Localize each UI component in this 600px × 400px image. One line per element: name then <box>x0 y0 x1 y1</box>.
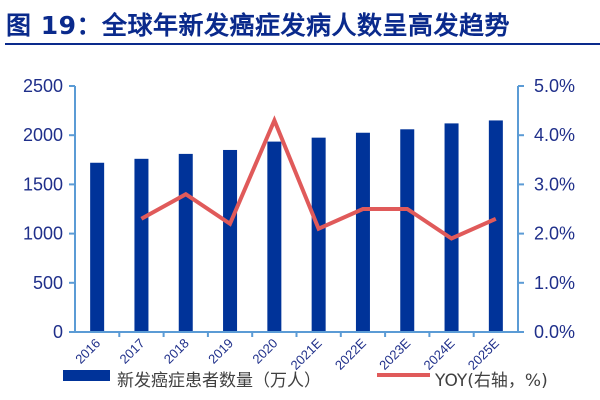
bar-2021E <box>311 137 326 332</box>
x-tick-label: 2017 <box>117 336 148 367</box>
right-tick-label: 2.0% <box>534 224 575 244</box>
title-underline <box>5 43 600 45</box>
right-tick-label: 0.0% <box>534 322 575 342</box>
x-tick-label: 2016 <box>72 336 103 367</box>
yoy-line-series <box>140 115 497 241</box>
right-tick-label: 4.0% <box>534 125 575 145</box>
bar-2018 <box>178 153 193 332</box>
x-tick-label: 2019 <box>205 336 236 367</box>
x-tick-label: 2023E <box>376 335 413 372</box>
bar-2017 <box>134 158 149 332</box>
axes: 0 500 1000 1500 2000 2500 0.0% 1.0% 2.0% 3.0% 4.0%… <box>23 76 575 342</box>
bar-2025E <box>488 120 503 332</box>
legend-line-label: YOY(右轴，%) <box>434 371 548 391</box>
left-tick-label: 0 <box>53 322 63 342</box>
right-tick-label: 5.0% <box>534 76 575 96</box>
left-tick-label: 1500 <box>23 174 63 194</box>
x-tick-label: 2018 <box>161 336 192 367</box>
bar-2020 <box>267 141 282 332</box>
left-tick-label: 500 <box>33 273 63 293</box>
x-tick-label: 2020 <box>249 336 280 367</box>
x-tick-label: 2024E <box>420 335 457 372</box>
right-tick-label: 3.0% <box>534 174 575 194</box>
chart-title: 图 19：全球年新发癌症发病人数呈高发趋势 <box>6 11 510 40</box>
bar-2023E <box>400 129 415 332</box>
bar-2024E <box>444 123 459 332</box>
yoy-line <box>140 115 497 241</box>
legend-line-swatch <box>377 373 430 377</box>
legend-bar-label: 新发癌症患者数量（万人） <box>117 371 321 391</box>
legend-bar-swatch <box>63 370 110 381</box>
x-tick-label: 2022E <box>332 335 369 372</box>
left-tick-label: 1000 <box>23 224 63 244</box>
bar-2019 <box>223 149 238 332</box>
x-axis-labels: 2016 2017 2018 2019 2020 2021E 2022E 2023E 2024E… <box>72 335 502 372</box>
right-tick-label: 1.0% <box>534 273 575 293</box>
legend: 新发癌症患者数量（万人） YOY(右轴，%) <box>63 370 548 391</box>
bar-series <box>90 120 503 332</box>
left-tick-label: 2000 <box>23 125 63 145</box>
left-tick-label: 2500 <box>23 76 63 96</box>
bar-2022E <box>355 132 370 332</box>
x-tick-label: 2021E <box>288 335 325 372</box>
x-tick-label: 2025E <box>465 335 502 372</box>
bar-2016 <box>90 162 105 332</box>
